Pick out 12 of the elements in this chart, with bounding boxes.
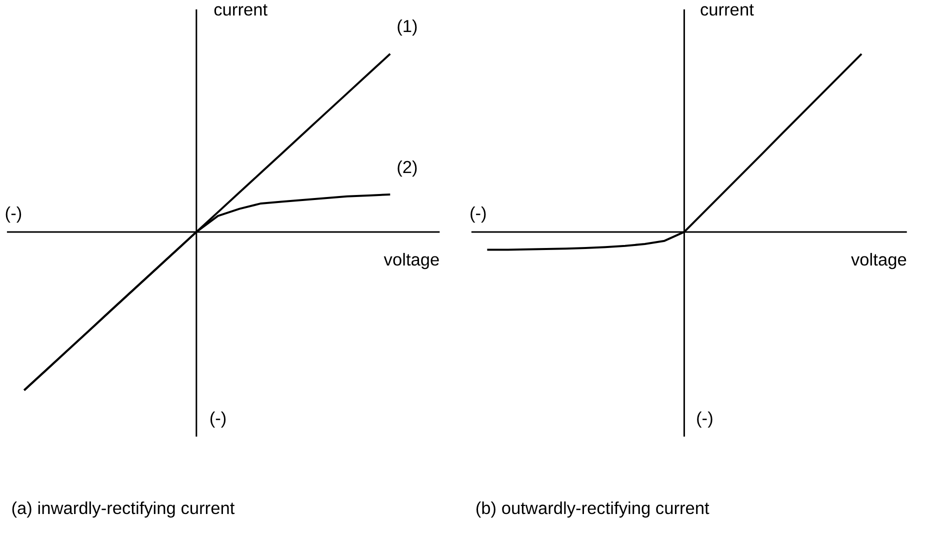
- y-axis-title: current: [700, 0, 754, 20]
- series-label: (2): [396, 156, 418, 177]
- text: (-): [696, 408, 714, 428]
- text: (b) outwardly-rectifying current: [475, 498, 710, 518]
- annotation: (-): [469, 203, 487, 224]
- series-label: (1): [396, 16, 418, 36]
- y-axis-title: current: [214, 0, 268, 20]
- x-axis-title: voltage: [384, 250, 440, 270]
- annotation: (-): [4, 203, 22, 224]
- x-axis-title: voltage: [850, 250, 907, 270]
- text: (-): [209, 408, 227, 428]
- text: (a) inwardly-rectifying current: [11, 498, 235, 518]
